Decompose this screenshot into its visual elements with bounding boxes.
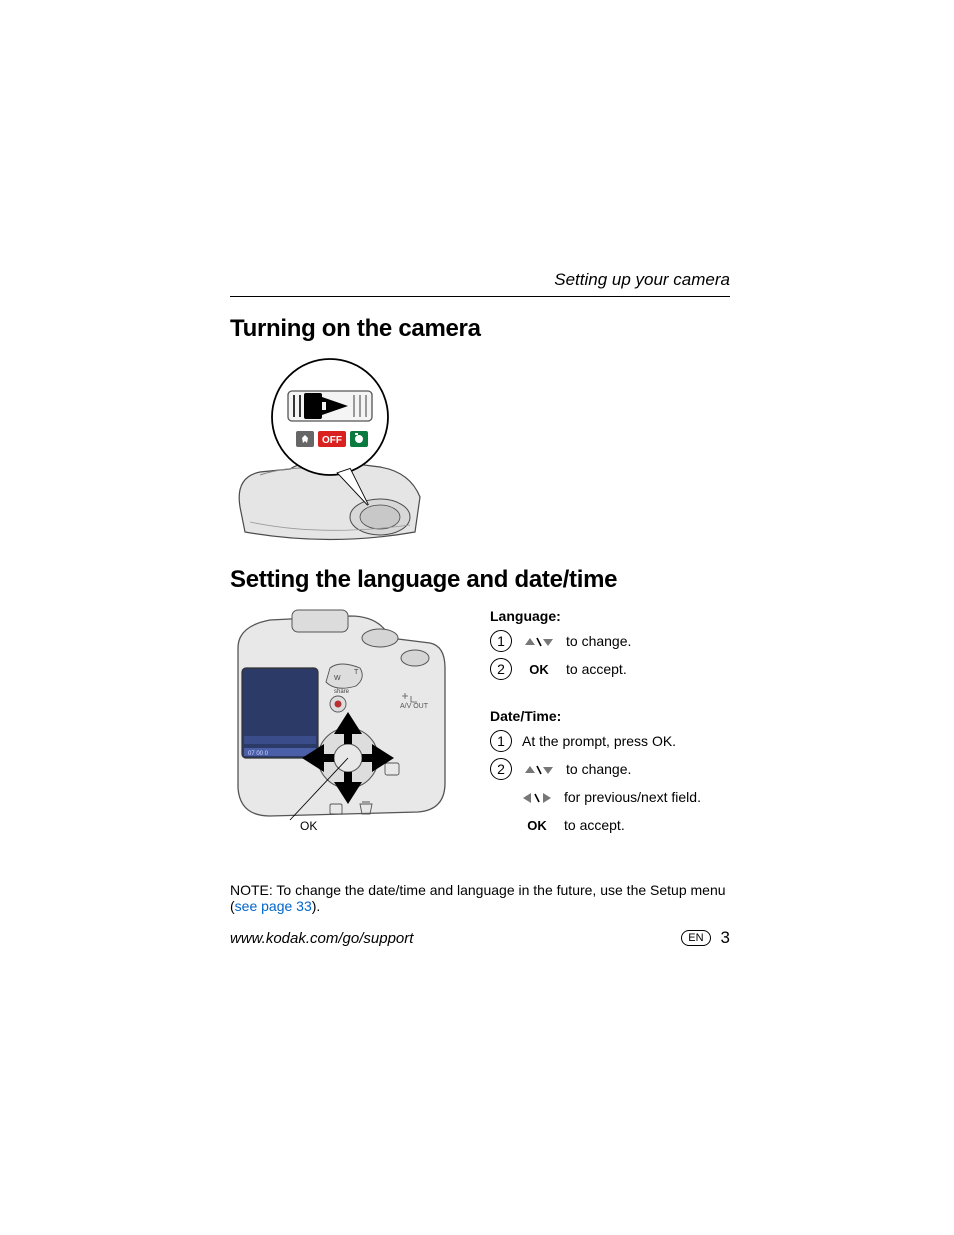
instruction-text: to change.	[566, 633, 701, 649]
instruction-text: to change.	[566, 761, 701, 777]
step-number: 1	[490, 630, 512, 652]
up-down-icon	[522, 762, 556, 777]
svg-text:share: share	[334, 689, 350, 695]
lcd-screen	[242, 668, 318, 758]
step-number: 2	[490, 658, 512, 680]
heading-turning-on: Turning on the camera	[230, 315, 730, 343]
instruction-text: to accept.	[564, 817, 701, 833]
figure-power-switch: OFF	[230, 357, 730, 548]
datetime-heading: Date/Time:	[490, 708, 701, 724]
note-block: NOTE: To change the date/time and langua…	[230, 882, 730, 914]
instructions-block: Language: 1 to change. 2 OK to accept. D…	[490, 608, 701, 842]
up-down-icon	[522, 634, 556, 649]
page-reference-link[interactable]: see page 33	[235, 898, 312, 914]
note-label: NOTE:	[230, 882, 273, 898]
support-url[interactable]: www.kodak.com/go/support	[230, 930, 413, 947]
svg-text:W: W	[334, 675, 341, 682]
instruction-text: for previous/next field.	[564, 789, 701, 805]
note-text-after: ).	[312, 898, 321, 914]
left-right-icon	[520, 790, 554, 805]
instruction-text: At the prompt, press OK.	[522, 733, 701, 749]
heading-language-datetime: Setting the language and date/time	[230, 566, 730, 594]
step-number: 2	[490, 758, 512, 780]
chapter-header: Setting up your camera	[230, 270, 730, 297]
page-number: 3	[721, 928, 730, 948]
step-number: 1	[490, 730, 512, 752]
language-heading: Language:	[490, 608, 701, 624]
svg-text:07 00 0: 07 00 0	[248, 751, 269, 757]
camera-power-illustration: OFF	[230, 357, 430, 543]
language-badge: EN	[681, 930, 710, 946]
ok-icon: OK	[522, 662, 556, 677]
instruction-text: to accept.	[566, 661, 701, 677]
svg-text:A/V OUT: A/V OUT	[400, 703, 429, 710]
ok-icon: OK	[520, 818, 554, 833]
svg-text:T: T	[354, 669, 359, 676]
off-label-text: OFF	[322, 435, 342, 446]
figure-camera-back: 07 00 0 W T share A/V OUT	[230, 608, 450, 833]
